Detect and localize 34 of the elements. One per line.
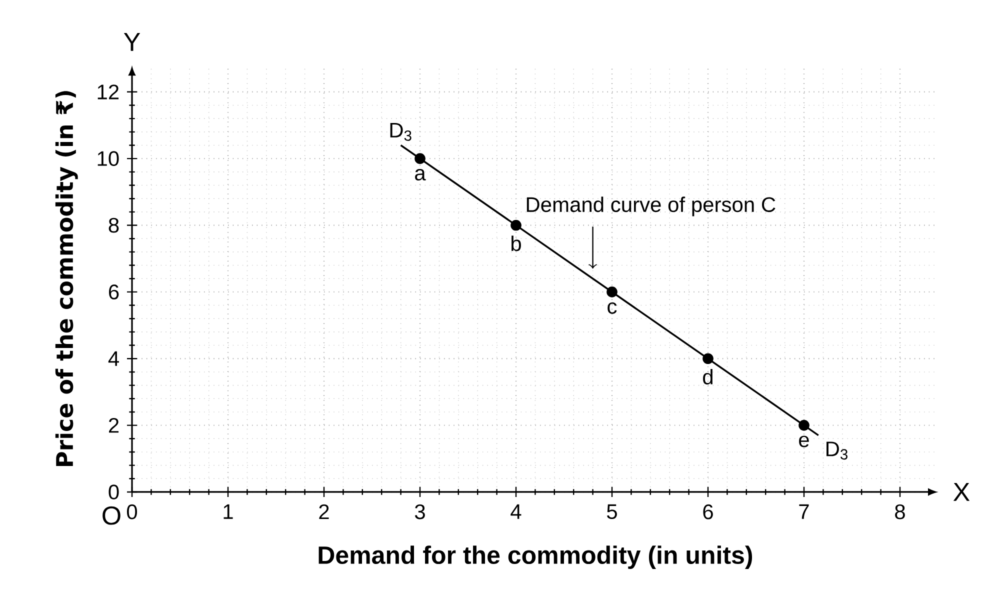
x-tick-label: 8 <box>895 504 905 520</box>
x-tick-label: 1 <box>224 504 233 519</box>
annotation: d <box>703 369 712 384</box>
y-tick-label: 12 <box>98 84 119 100</box>
x-axis-title: Demand for the commodity (in units) <box>318 546 752 569</box>
x-tick-label: 5 <box>607 504 617 520</box>
point <box>414 153 426 164</box>
y-tick-label: 4 <box>108 351 119 366</box>
x-tick-label: 4 <box>510 504 522 519</box>
y-axis-title: Price of the commodity (in ₹) <box>55 91 78 466</box>
y-tick-label: 2 <box>108 418 119 433</box>
x-tick-label: 6 <box>703 504 713 520</box>
text: Y <box>124 32 140 51</box>
annotation: b <box>512 236 521 252</box>
y-tick-label: 10 <box>98 151 119 166</box>
y-tick-label: 8 <box>108 218 119 233</box>
annotation: e <box>799 436 809 448</box>
point <box>606 286 618 298</box>
annotation: D$_{3}$ <box>390 122 412 141</box>
annotation: a <box>415 168 426 180</box>
y-tick-label: 6 <box>108 284 119 300</box>
annotation: c <box>608 302 617 314</box>
x-tick-label: 7 <box>799 504 809 519</box>
annotation: D$_{3}$ <box>826 442 848 460</box>
point <box>702 353 714 364</box>
point <box>798 420 810 431</box>
point <box>510 220 522 231</box>
x-tick-label: 0 <box>126 504 138 520</box>
x-tick-label: 3 <box>414 504 425 520</box>
text: X <box>953 483 970 501</box>
x-tick-label: 2 <box>319 504 329 520</box>
annotation: Demand curve of person C <box>526 196 776 216</box>
text: O <box>102 506 120 525</box>
y-tick-label: 0 <box>108 484 119 500</box>
